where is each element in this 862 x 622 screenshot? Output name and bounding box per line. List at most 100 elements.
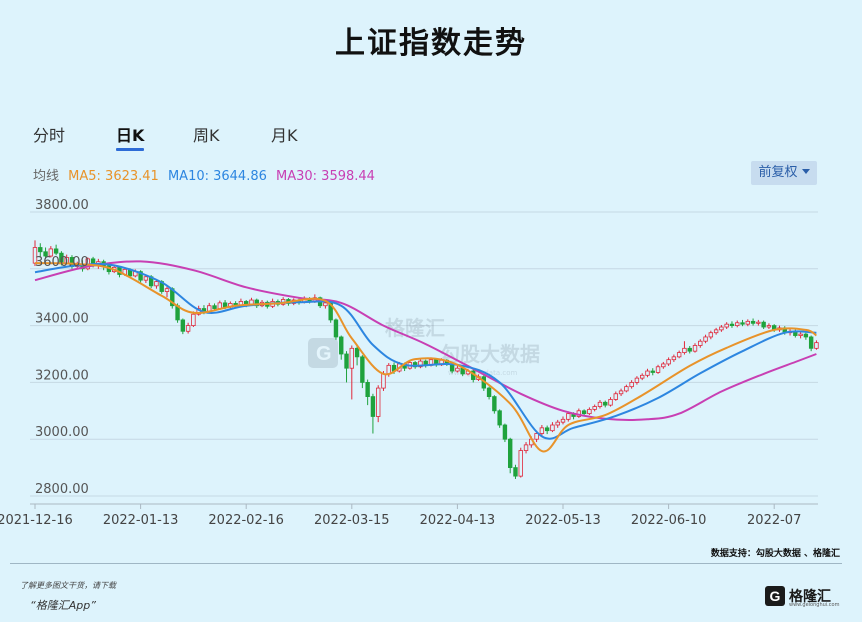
candle bbox=[687, 346, 692, 354]
candle-body bbox=[323, 302, 328, 307]
candle-body bbox=[666, 359, 671, 365]
candle bbox=[539, 425, 545, 437]
watermark-logo-mark bbox=[308, 338, 338, 368]
ma5-value: MA5: 3623.41 bbox=[68, 169, 159, 184]
candle bbox=[185, 322, 191, 334]
chevron-down-icon bbox=[801, 169, 810, 174]
candle bbox=[761, 320, 766, 330]
candle bbox=[523, 442, 529, 454]
candle-body bbox=[698, 340, 703, 346]
candle bbox=[613, 391, 618, 401]
candle-body bbox=[808, 336, 814, 349]
x-tick-label: 2022-04-13 bbox=[420, 513, 496, 525]
watermark-logo-letter: G bbox=[316, 343, 332, 365]
candle bbox=[745, 319, 750, 327]
candle-body bbox=[608, 399, 613, 406]
candle bbox=[808, 335, 814, 352]
candle-body bbox=[629, 381, 634, 388]
candle-body bbox=[560, 418, 566, 423]
candle-body bbox=[339, 336, 344, 355]
candle bbox=[592, 404, 597, 412]
candle bbox=[666, 357, 671, 366]
candle-body bbox=[814, 342, 819, 349]
candle bbox=[48, 246, 54, 258]
watermark-brand: 格隆汇 bbox=[385, 316, 445, 340]
candle bbox=[629, 380, 634, 389]
candle-body bbox=[581, 410, 587, 415]
candle bbox=[370, 393, 376, 434]
candle-body bbox=[624, 386, 629, 392]
tab-weekly-k[interactable]: 周K bbox=[193, 126, 220, 145]
active-tab-indicator bbox=[116, 148, 144, 151]
candle bbox=[254, 298, 259, 308]
tab-daily-k[interactable]: 日K bbox=[116, 126, 145, 145]
candle-body bbox=[597, 401, 603, 407]
candle bbox=[661, 361, 666, 369]
candle-body bbox=[655, 366, 661, 373]
candle bbox=[486, 386, 492, 400]
candle-body bbox=[344, 353, 349, 369]
price-adjust-dropdown[interactable]: 前复权 bbox=[751, 161, 817, 185]
candle bbox=[375, 385, 381, 423]
ma-label: 均线 bbox=[33, 169, 60, 184]
tab-intraday[interactable]: 分时 bbox=[33, 126, 66, 145]
candle-body bbox=[740, 322, 745, 325]
candle-body bbox=[48, 248, 54, 257]
candle-body bbox=[750, 320, 756, 324]
candle-body bbox=[486, 387, 492, 398]
candle bbox=[418, 359, 423, 369]
candle-body bbox=[455, 367, 460, 372]
tab-monthly-k[interactable]: 月K bbox=[271, 126, 298, 145]
candle-body bbox=[766, 325, 772, 328]
candle-body bbox=[803, 333, 809, 338]
chart-grid bbox=[30, 211, 818, 509]
candle-body bbox=[713, 329, 719, 334]
candle bbox=[280, 297, 286, 306]
candle-body bbox=[534, 433, 539, 440]
candle bbox=[349, 345, 354, 400]
candle-body bbox=[661, 363, 666, 368]
y-tick-label: 3200.00 bbox=[35, 368, 89, 383]
candle-body bbox=[550, 424, 555, 432]
candle bbox=[43, 247, 48, 259]
logo-url: www.gelonghui.com bbox=[789, 602, 840, 608]
candle-body bbox=[518, 450, 523, 477]
candle-body bbox=[587, 408, 592, 415]
candle bbox=[560, 416, 566, 425]
candle bbox=[471, 369, 476, 383]
candle-body bbox=[492, 396, 497, 412]
candle-body bbox=[539, 427, 545, 434]
x-tick-label: 2022-01-13 bbox=[103, 513, 179, 525]
candle-body bbox=[138, 271, 143, 281]
price-adjust-label: 前复权 bbox=[758, 165, 798, 180]
candle-body bbox=[365, 381, 370, 397]
candle-body bbox=[592, 406, 597, 410]
candle bbox=[544, 425, 550, 435]
candle-body bbox=[154, 281, 159, 287]
candle-body bbox=[735, 322, 740, 327]
candle-body bbox=[143, 276, 149, 281]
candle-body bbox=[634, 377, 640, 383]
candle-body bbox=[191, 313, 196, 326]
candle bbox=[344, 351, 349, 383]
candle-body bbox=[360, 356, 365, 383]
candle-body bbox=[603, 401, 608, 406]
candle-body bbox=[555, 421, 560, 426]
candle bbox=[555, 419, 560, 428]
candle bbox=[713, 327, 719, 335]
candle-body bbox=[375, 387, 381, 417]
candle-body bbox=[418, 360, 423, 368]
candle bbox=[766, 323, 772, 330]
candle-body bbox=[412, 362, 418, 368]
gelonghui-logo: G 格隆汇 www.gelonghui.com bbox=[765, 586, 845, 610]
ma30-line bbox=[34, 260, 817, 421]
candle bbox=[492, 395, 497, 414]
candle-body bbox=[692, 345, 698, 352]
kline-chart[interactable]: G 格隆汇 勾股大数据 www.gogudata.com 3800.00 3600… bbox=[0, 195, 862, 525]
candle bbox=[365, 379, 370, 406]
footer-divider bbox=[10, 563, 842, 564]
candle-body bbox=[724, 323, 729, 328]
candle-body bbox=[386, 364, 391, 375]
x-tick-label: 2022-03-15 bbox=[314, 513, 390, 525]
promo-app-name: “格隆汇App” bbox=[30, 599, 96, 612]
